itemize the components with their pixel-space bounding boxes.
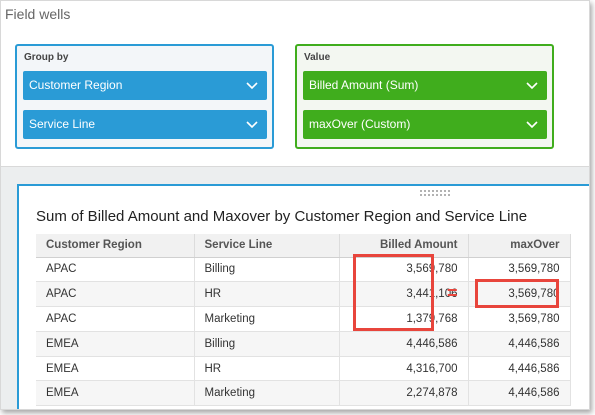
table-cell: 1,379,768 [339,306,469,332]
chevron-down-icon[interactable] [245,80,259,90]
field-wells-title: Field wells [5,6,71,22]
table-cell: 3,569,780 [468,281,571,308]
table-cell: 4,446,586 [468,356,571,382]
table-cell: HR [194,281,340,308]
drag-handle-icon[interactable] [419,189,451,197]
column-header[interactable]: Billed Amount [339,234,469,258]
data-table: Customer Region Service Line Billed Amou… [36,234,571,407]
table-cell: Billing [194,331,340,357]
field-label: Service Line [29,117,96,131]
group-by-label: Group by [24,52,69,63]
field-customer-region[interactable]: Customer Region [23,71,267,100]
field-label: Billed Amount (Sum) [309,78,419,92]
screenshot-frame: Field wells Group by Customer Region Ser… [0,0,590,410]
table-cell: EMEA [36,331,195,357]
table-cell: 3,569,780 [468,306,571,332]
table-cell: EMEA [36,380,195,407]
column-header[interactable]: maxOver [468,234,571,258]
table-cell: 4,316,700 [339,356,469,382]
table-cell: 4,446,586 [468,331,571,357]
table-row: EMEA Marketing 2,274,878 4,446,586 [36,380,571,407]
field-maxover-custom[interactable]: maxOver (Custom) [303,110,547,139]
table-cell: 2,274,878 [339,380,469,407]
value-well: Value Billed Amount (Sum) maxOver (Custo… [295,44,554,149]
table-cell: EMEA [36,356,195,382]
column-header[interactable]: Customer Region [36,234,195,258]
field-service-line[interactable]: Service Line [23,110,267,139]
visual-title: Sum of Billed Amount and Maxover by Cust… [36,208,528,225]
group-by-well: Group by Customer Region Service Line [15,44,274,149]
equals-sign: = [447,283,458,303]
table-header-row: Customer Region Service Line Billed Amou… [36,234,571,258]
chevron-down-icon[interactable] [525,80,539,90]
chevron-down-icon[interactable] [245,119,259,129]
table-cell: Marketing [194,306,340,332]
table-cell: Marketing [194,380,340,407]
table-cell: APAC [36,306,195,332]
billed-amount-highlight-box [353,254,434,331]
table-row: APAC Marketing 1,379,768 3,569,780 [36,306,571,332]
table-cell: 4,446,586 [468,380,571,407]
field-label: Customer Region [29,78,123,92]
chevron-down-icon[interactable] [525,119,539,129]
table-row: EMEA Billing 4,446,586 4,446,586 [36,331,571,357]
field-label: maxOver (Custom) [309,117,411,131]
table-cell: HR [194,356,340,382]
field-billed-amount-sum[interactable]: Billed Amount (Sum) [303,71,547,100]
table-cell: APAC [36,257,195,283]
table-cell: APAC [36,281,195,308]
table-cell: Billing [194,257,340,283]
table-visual[interactable]: Sum of Billed Amount and Maxover by Cust… [17,184,589,409]
table-row: APAC HR 3,441,106 3,569,780 [36,281,571,308]
maxover-highlight-box [475,279,559,308]
table-row: EMEA HR 4,316,700 4,446,586 [36,356,571,382]
column-header[interactable]: Service Line [194,234,340,258]
value-label: Value [304,52,331,63]
table-cell: 4,446,586 [339,331,469,357]
